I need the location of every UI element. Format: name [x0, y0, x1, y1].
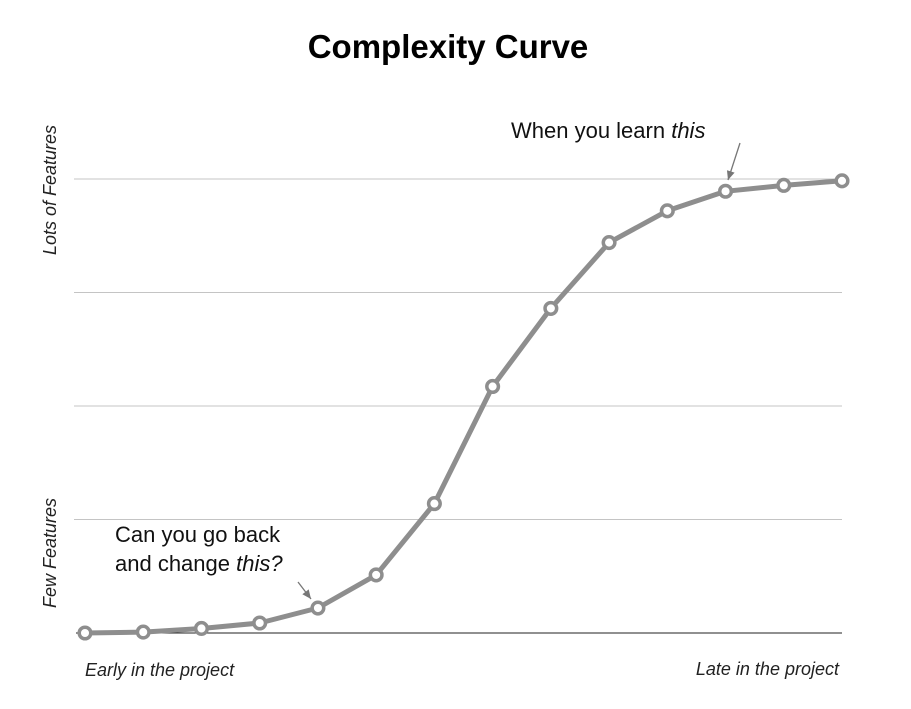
- annotation-text: this: [671, 118, 705, 143]
- data-point: [426, 496, 442, 512]
- data-point: [776, 177, 792, 193]
- data-point: [368, 567, 384, 583]
- data-point: [193, 620, 210, 637]
- chart-title: Complexity Curve: [307, 28, 589, 65]
- gridlines: [74, 178, 842, 520]
- x-axis-label-left: Early in the project: [85, 660, 235, 680]
- annotations: Can you go back and change this? When you …: [115, 118, 741, 600]
- annotation-2: When you learn this: [511, 118, 705, 143]
- annotation-arrowhead: [726, 170, 735, 180]
- data-point: [717, 183, 734, 199]
- data-point: [77, 625, 93, 641]
- data-point: [601, 235, 617, 251]
- data-point: [485, 378, 501, 395]
- annotation-text: When you learn: [511, 118, 671, 143]
- data-point: [252, 615, 268, 631]
- annotation-text: Can you go back: [115, 522, 281, 547]
- y-axis-label-low: Few Features: [40, 498, 60, 608]
- y-axis-label-high: Lots of Features: [40, 125, 60, 255]
- x-axis-label-right: Late in the project: [696, 659, 840, 679]
- annotation-arrowhead: [302, 589, 311, 599]
- annotation-text: this?: [236, 551, 283, 576]
- data-point: [135, 624, 151, 640]
- annotation-1: Can you go back and change this?: [115, 522, 283, 576]
- data-point: [834, 173, 850, 189]
- data-point: [543, 300, 559, 316]
- data-point: [659, 203, 675, 219]
- series-line: [84, 178, 843, 636]
- data-point: [310, 600, 326, 616]
- annotation-text: and change: [115, 551, 236, 576]
- data-points: [77, 173, 850, 641]
